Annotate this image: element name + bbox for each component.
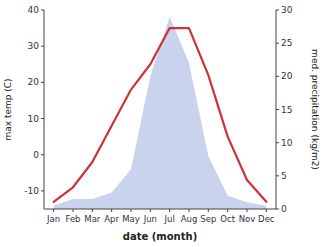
x-tick-label: Jul xyxy=(164,214,175,224)
x-tick xyxy=(266,209,267,212)
x-tick xyxy=(131,209,132,212)
y-axis-line xyxy=(44,10,45,209)
y2-tick xyxy=(276,142,279,143)
y-tick-label: -10 xyxy=(24,186,39,196)
y-tick xyxy=(41,10,44,11)
x-axis-label: date (month) xyxy=(123,231,197,242)
x-tick-label: Dec xyxy=(258,214,275,224)
y-tick xyxy=(41,82,44,83)
x-tick xyxy=(53,209,54,212)
y-tick xyxy=(41,154,44,155)
x-tick xyxy=(73,209,74,212)
y2-axis-label: med. precipitation (kg/m2) xyxy=(310,49,320,170)
x-tick-label: Nov xyxy=(239,214,256,224)
y2-tick-label: 20 xyxy=(281,71,293,81)
x-tick xyxy=(111,209,112,212)
x-tick xyxy=(150,209,151,212)
y-tick-label: 0 xyxy=(33,150,39,160)
precipitation-area xyxy=(54,17,267,209)
y2-tick-label: 30 xyxy=(281,5,293,15)
y2-tick xyxy=(276,76,279,77)
x-tick xyxy=(169,209,170,212)
x-tick xyxy=(227,209,228,212)
temperature-line xyxy=(54,28,267,202)
plot-area xyxy=(54,17,267,209)
y2-tick-label: 15 xyxy=(281,105,292,115)
y-tick-label: 40 xyxy=(28,5,40,15)
y2-tick xyxy=(276,175,279,176)
y-axis-label: max temp (C) xyxy=(3,78,13,140)
y2-tick-label: 0 xyxy=(281,204,287,214)
x-tick-label: Apr xyxy=(104,214,119,224)
x-tick-label: Feb xyxy=(65,214,80,224)
y-tick-label: 20 xyxy=(28,77,40,87)
y-tick xyxy=(41,190,44,191)
x-tick xyxy=(247,209,248,212)
x-tick-label: May xyxy=(122,214,140,224)
chart-svg: -10010203040051015202530JanFebMarAprMayJ… xyxy=(0,0,326,247)
y2-tick xyxy=(276,109,279,110)
y-tick xyxy=(41,118,44,119)
y2-tick-label: 10 xyxy=(281,138,293,148)
x-tick-label: Sep xyxy=(200,214,216,224)
y-tick-label: 10 xyxy=(28,114,40,124)
x-tick xyxy=(189,209,190,212)
y2-tick-label: 25 xyxy=(281,38,292,48)
x-tick xyxy=(92,209,93,212)
y2-tick-label: 5 xyxy=(281,171,287,181)
y2-tick xyxy=(276,43,279,44)
x-tick-label: Oct xyxy=(220,214,235,224)
y-tick xyxy=(41,46,44,47)
x-tick-label: Aug xyxy=(181,214,198,224)
y-tick-label: 30 xyxy=(28,41,40,51)
x-axis-line xyxy=(44,209,276,210)
x-tick xyxy=(208,209,209,212)
x-tick-label: Jan xyxy=(46,214,60,224)
x-tick-label: Jun xyxy=(143,214,157,224)
chart-container: -10010203040051015202530JanFebMarAprMayJ… xyxy=(0,0,326,247)
y2-tick xyxy=(276,209,279,210)
y2-tick xyxy=(276,10,279,11)
x-tick-label: Mar xyxy=(84,214,101,224)
